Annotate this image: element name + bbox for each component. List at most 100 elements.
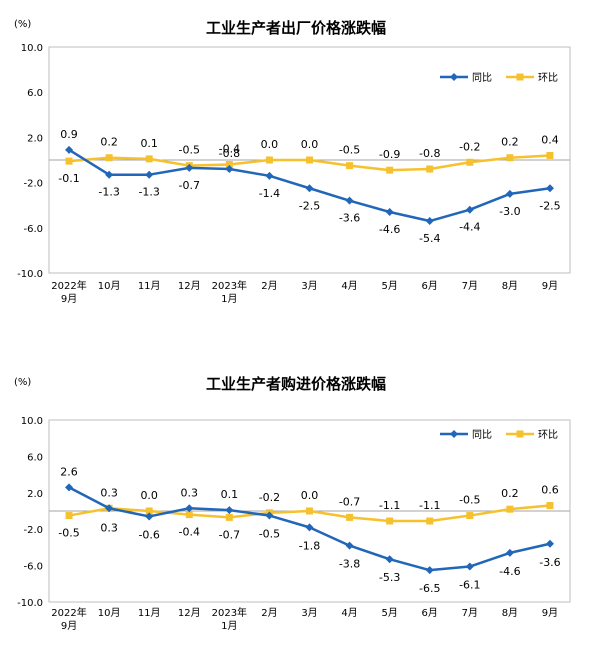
y-tick-label: -6.0: [23, 224, 43, 235]
x-tick-label-line: 7月: [462, 280, 478, 292]
x-tick-label: 10月: [98, 280, 121, 292]
x-tick-label-line: 2022年: [51, 279, 86, 292]
x-tick-label-line: 6月: [422, 607, 438, 619]
data-point: [425, 217, 434, 226]
x-tick-label-line: 4月: [341, 280, 357, 292]
data-label: -0.7: [219, 528, 240, 541]
x-tick-label: 7月: [462, 280, 478, 292]
x-tick-label: 2023年 1月: [212, 279, 247, 305]
data-point: [65, 512, 73, 520]
data-point: [466, 512, 474, 520]
y-tick-label: 10.0: [21, 43, 43, 54]
x-tick-label-line: 2023年: [212, 279, 247, 292]
data-label: -4.4: [459, 221, 480, 234]
series-mom: [65, 151, 554, 174]
data-label: -5.4: [419, 232, 440, 245]
data-label: -4.6: [499, 565, 520, 578]
data-label: -1.3: [138, 186, 159, 199]
data-point: [426, 517, 434, 525]
data-point: [505, 548, 514, 557]
data-label: -1.1: [419, 499, 440, 512]
x-tick-label-line: 11月: [138, 607, 161, 619]
data-point: [65, 145, 74, 154]
data-point: [265, 171, 274, 180]
data-label: 0.1: [140, 137, 158, 150]
data-point: [145, 155, 153, 163]
data-label: -0.4: [179, 526, 200, 539]
data-point: [105, 170, 114, 179]
chart-1: 工业生产者出厂价格涨跌幅 (%) 10.0 6.0 2.0 -2.0 -6.0 -10.0 20…: [14, 19, 571, 305]
x-tick-label: 10月: [98, 607, 121, 619]
x-tick-label-line: 5月: [381, 607, 397, 619]
data-label: 0.2: [501, 487, 519, 500]
data-point: [345, 541, 354, 550]
data-label: -0.2: [459, 140, 480, 153]
data-label: -0.8: [419, 147, 440, 160]
data-point: [105, 504, 114, 513]
x-tick-label: 8月: [502, 280, 518, 292]
legend-label-yoy: 同比: [472, 429, 492, 441]
data-point: [385, 207, 394, 216]
x-tick-label-line: 9月: [61, 293, 77, 305]
data-label: 0.3: [181, 486, 199, 499]
x-tick-label: 2022年 9月: [51, 606, 86, 632]
data-label: -3.6: [539, 556, 560, 569]
x-tick-label-line: 3月: [301, 280, 317, 292]
x-tick-label-line: 2月: [261, 280, 277, 292]
x-tick-label: 5月: [381, 607, 397, 619]
data-label: 2.6: [60, 465, 78, 478]
data-label: 0.9: [60, 128, 78, 141]
x-tick-label: 11月: [138, 280, 161, 292]
data-label: -1.8: [299, 539, 320, 552]
x-tick-label-line: 9月: [542, 607, 558, 619]
data-label: 0.6: [541, 484, 559, 497]
data-label: 0.1: [221, 488, 239, 501]
legend-marker-yoy: [450, 430, 458, 438]
x-tick-label-line: 3月: [301, 607, 317, 619]
data-label: -2.5: [299, 199, 320, 212]
data-label: 0.0: [301, 489, 319, 502]
x-tick-label-line: 2023年: [212, 606, 247, 619]
data-label: -3.6: [339, 212, 360, 225]
data-point: [346, 513, 354, 521]
data-point: [506, 505, 514, 513]
data-point: [225, 513, 233, 521]
data-point: [426, 165, 434, 173]
x-tick-label-line: 7月: [462, 607, 478, 619]
data-label: 0.4: [541, 133, 559, 146]
y-tick-label: -6.0: [23, 562, 43, 573]
data-point: [465, 562, 474, 571]
data-point: [465, 205, 474, 214]
data-point: [305, 184, 314, 193]
x-tick-label-line: 10月: [98, 607, 121, 619]
data-label: -5.3: [379, 571, 400, 584]
y-unit-label: (%): [14, 19, 31, 30]
data-point: [385, 555, 394, 564]
y-tick-label: 2.0: [27, 133, 43, 144]
x-tick-label: 2022年 9月: [51, 279, 86, 305]
data-point: [225, 161, 233, 169]
data-label: 0.0: [261, 138, 279, 151]
data-point: [345, 196, 354, 205]
x-tick-label: 2023年 1月: [212, 606, 247, 632]
x-tick-label: 9月: [542, 607, 558, 619]
x-tick-label: 6月: [422, 280, 438, 292]
x-tick-label-line: 6月: [422, 280, 438, 292]
data-label: -0.5: [339, 144, 360, 157]
data-point: [185, 504, 194, 513]
x-tick-label: 5月: [381, 280, 397, 292]
data-point: [386, 517, 394, 525]
data-labels-yoy: 2.6 0.3 -0.6 0.3 0.1 -0.5 -1.8 -3.8 -5.3 -6.5 -6.1…: [60, 465, 560, 595]
data-label: -6.1: [459, 579, 480, 592]
data-point: [145, 512, 154, 521]
x-tick-label: 4月: [341, 280, 357, 292]
data-point: [225, 165, 234, 174]
data-point: [545, 184, 554, 193]
data-label: -0.8: [219, 147, 240, 160]
chart-title: 工业生产者出厂价格涨跌幅: [206, 19, 386, 37]
data-point: [466, 158, 474, 166]
data-label: -4.6: [379, 223, 400, 236]
x-tick-label: 2月: [261, 280, 277, 292]
x-tick-label-line: 9月: [61, 620, 77, 632]
